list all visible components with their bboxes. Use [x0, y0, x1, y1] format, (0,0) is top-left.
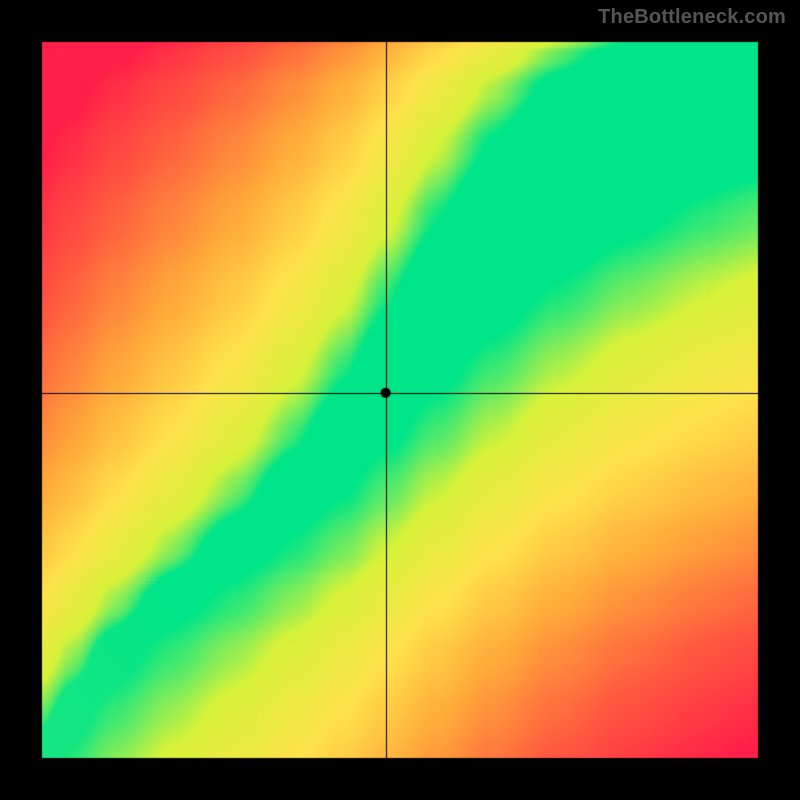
watermark-text: TheBottleneck.com: [598, 6, 786, 29]
chart-container: TheBottleneck.com: [0, 0, 800, 800]
heatmap-canvas: [0, 0, 800, 800]
